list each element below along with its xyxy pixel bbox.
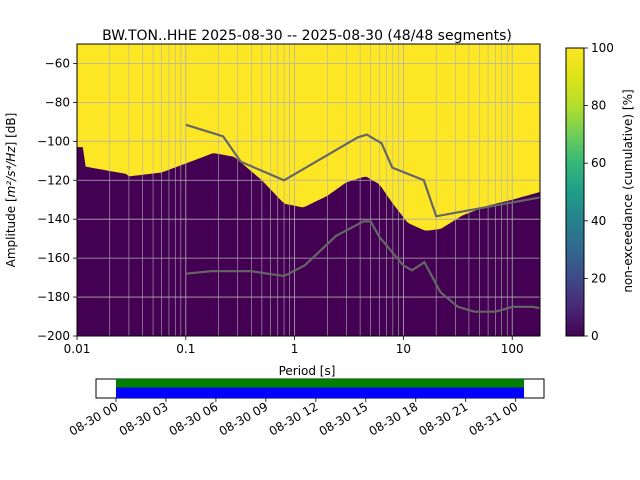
x-axis-label: Period [s] bbox=[279, 364, 336, 378]
y-tick-label: −120 bbox=[37, 173, 70, 187]
x-tick-label: 1 bbox=[291, 342, 299, 356]
coverage-tick-label: 08-30 12 bbox=[267, 399, 321, 438]
coverage-tick-label: 08-30 18 bbox=[367, 399, 421, 438]
colorbar-tick-label: 20 bbox=[591, 271, 606, 285]
colorbar-tick-label: 0 bbox=[591, 329, 599, 343]
coverage-tick-label: 08-31 00 bbox=[466, 399, 520, 438]
y-tick-label: −80 bbox=[45, 95, 70, 109]
coverage-bar-available bbox=[115, 379, 525, 388]
y-tick-label: −180 bbox=[37, 290, 70, 304]
y-tick-label: −140 bbox=[37, 212, 70, 226]
x-tick-label: 0.01 bbox=[64, 342, 91, 356]
y-tick-label: −200 bbox=[37, 329, 70, 343]
chart-title: BW.TON..HHE 2025-08-30 -- 2025-08-30 (48… bbox=[102, 28, 512, 44]
x-tick-label: 10 bbox=[396, 342, 411, 356]
colorbar-label: non-exceedance (cumulative) [%] bbox=[621, 89, 635, 292]
colorbar bbox=[565, 47, 585, 337]
heatmap-area bbox=[77, 44, 540, 336]
noise-models bbox=[185, 123, 540, 313]
coverage-bar-processed bbox=[115, 387, 525, 398]
y-axis-label: Amplitude [m²/s⁴/Hz] [dB] bbox=[4, 113, 18, 268]
x-axis: 0.01 0.1 1 10 100 bbox=[64, 336, 524, 356]
x-tick-label: 100 bbox=[501, 342, 524, 356]
coverage-tick-label: 08-30 03 bbox=[117, 399, 171, 438]
y-tick-label: −160 bbox=[37, 251, 70, 265]
y-axis: −200 −180 −160 −140 −120 −100 −80 −60 bbox=[37, 56, 77, 343]
coverage-tick-label: 08-30 15 bbox=[317, 399, 371, 438]
colorbar-tick-label: 40 bbox=[591, 214, 606, 228]
colorbar-tick-label: 80 bbox=[591, 99, 606, 113]
colorbar-tick-label: 60 bbox=[591, 156, 606, 170]
colorbar-ticks: 0 20 40 60 80 100 bbox=[584, 41, 614, 343]
grid-lines bbox=[77, 44, 540, 336]
coverage-bars bbox=[115, 379, 525, 398]
heatmap-dark-layer bbox=[77, 147, 540, 336]
x-tick-label: 0.1 bbox=[176, 342, 195, 356]
y-tick-label: −60 bbox=[45, 56, 70, 70]
plot-frame bbox=[76, 43, 541, 337]
coverage-tick-label: 08-30 00 bbox=[67, 399, 121, 438]
y-tick-label: −100 bbox=[37, 134, 70, 148]
nhnm-line bbox=[185, 123, 540, 218]
colorbar-tick-label: 100 bbox=[591, 41, 614, 55]
nlnm-line bbox=[185, 220, 540, 313]
coverage-tick-label: 08-30 06 bbox=[167, 399, 221, 438]
coverage-tick-label: 08-30 09 bbox=[217, 399, 271, 438]
coverage-tick-label: 08-30 21 bbox=[417, 399, 471, 438]
